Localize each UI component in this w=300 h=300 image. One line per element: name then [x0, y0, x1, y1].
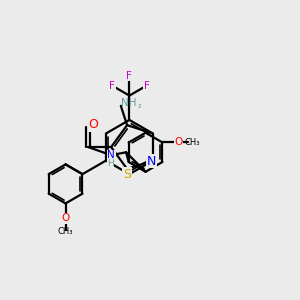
Text: S: S	[123, 168, 131, 181]
Text: O: O	[174, 137, 182, 148]
Text: N: N	[107, 150, 115, 160]
Text: ₂: ₂	[137, 101, 141, 110]
Text: O: O	[61, 213, 70, 223]
Text: CH₃: CH₃	[185, 138, 200, 147]
Text: F: F	[127, 71, 132, 81]
Text: NH: NH	[121, 98, 137, 109]
Text: H: H	[107, 159, 114, 168]
Text: F: F	[110, 81, 115, 91]
Text: O: O	[88, 118, 98, 131]
Text: CH₃: CH₃	[58, 227, 73, 236]
Text: F: F	[143, 81, 149, 91]
Text: N: N	[147, 155, 156, 168]
